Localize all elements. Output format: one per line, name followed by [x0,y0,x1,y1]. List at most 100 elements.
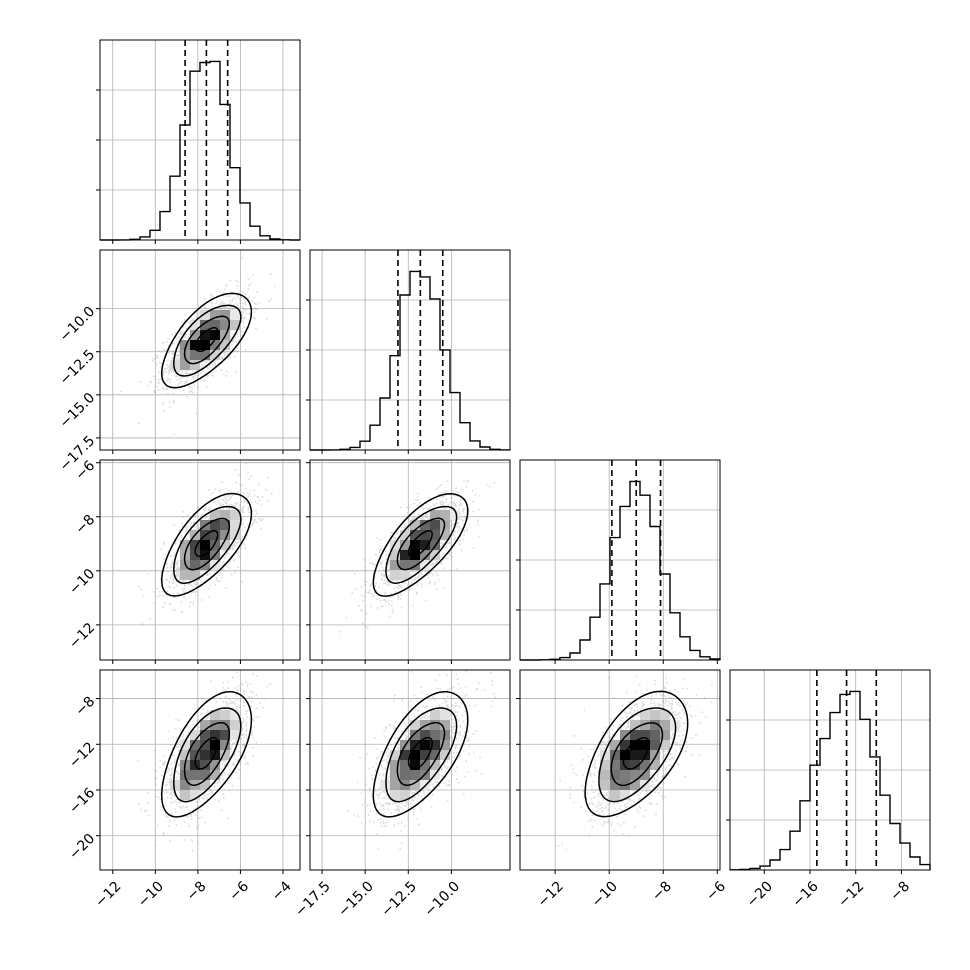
density-cell [620,730,630,740]
diag-panel-2 [306,249,511,454]
density-cell [420,540,430,550]
panel-frame [99,459,301,661]
density-cell [650,710,660,720]
histogram-2 [310,270,511,451]
scatter-panel-2-1: −17.5−15.0−12.5−10.0 [57,249,301,475]
density-cell [600,780,610,790]
density-cell [630,780,640,790]
density-cell [220,520,230,530]
contour-level-1 [407,736,433,770]
density-cell [640,730,650,740]
density-cell [600,750,610,760]
contour-level-2 [183,517,231,571]
density-cell [400,560,410,570]
y-tick-label: −16 [66,785,98,817]
histogram-4 [729,690,931,871]
density-cell [190,360,200,370]
density-cell [660,720,670,730]
density-cell [200,770,210,780]
density-cell [400,760,410,770]
scatter-panel-3-1: −12−10−8−6 [66,458,301,664]
density-cell [200,730,210,740]
density-cell [210,310,220,320]
density-cell [630,720,640,730]
density-cell [190,540,200,550]
density-cell [410,520,420,530]
density-cell [410,720,420,730]
density-cell [180,790,190,800]
density-cell [230,720,240,730]
density-cell [640,710,650,720]
density-cell [430,720,440,730]
contour-level-3 [173,505,242,584]
contour-level-3 [173,304,242,377]
contour-level-4 [584,690,689,818]
density-cell [650,730,660,740]
contour-level-2 [396,517,446,571]
density-cell [210,730,220,740]
density-cell [420,740,430,750]
density-cell [630,740,640,750]
y-tick-label: −10.0 [57,304,99,346]
contour-level-1 [194,326,219,353]
density-cell [190,740,200,750]
density-cell [220,320,230,330]
density-cell [400,540,410,550]
density-cell [220,730,230,740]
x-tick-label: −8 [184,878,210,904]
density-cell [190,750,200,760]
contour-level-4 [160,292,253,389]
density-cell [210,340,220,350]
contour-level-3 [598,707,677,803]
density-cell [650,760,660,770]
contour-level-2 [183,315,231,365]
density-cell [200,310,210,320]
density-cell [610,780,620,790]
density-cell [600,770,610,780]
density-cell [220,540,230,550]
scatter-panel-3-2 [306,459,511,664]
density-cell [400,790,410,800]
density-cell [640,740,650,750]
density-cell [180,570,190,580]
y-tick-label: −15.0 [57,390,99,432]
contour-level-2 [610,722,664,787]
density-cell [220,340,230,350]
x-tick-label: −16 [790,878,822,910]
density-cell [180,360,190,370]
histogram-1 [100,60,300,241]
density-cell [220,710,230,720]
x-tick-label: −20 [744,878,776,910]
x-tick-label: −6 [703,878,729,904]
scatter-points [347,671,496,850]
density-cell [430,730,440,740]
density-cell [220,720,230,730]
density-cell [400,550,410,560]
density-cell [630,730,640,740]
panel-content [137,671,272,852]
density-cell [610,750,620,760]
contour-level-1 [622,736,650,770]
density-cell [420,530,430,540]
diag-panel-3 [516,459,721,664]
density-cell [600,760,610,770]
density-cell [610,790,620,800]
diag-panel-1 [96,39,301,244]
density-cell [440,530,450,540]
density-cell [430,710,440,720]
y-tick-label: −8 [72,512,98,538]
density-cell [190,770,200,780]
density-cell [230,530,240,540]
histogram-3 [520,480,721,661]
density-cell [210,540,220,550]
density-cell [390,780,400,790]
y-tick-label: −8 [72,694,98,720]
x-tick-label: −12 [535,878,567,910]
density-cell [640,760,650,770]
density-cell [210,350,220,360]
density-cell [660,730,670,740]
x-tick-label: −10 [135,878,167,910]
contour-level-1 [194,530,219,558]
density-cell [630,750,640,760]
